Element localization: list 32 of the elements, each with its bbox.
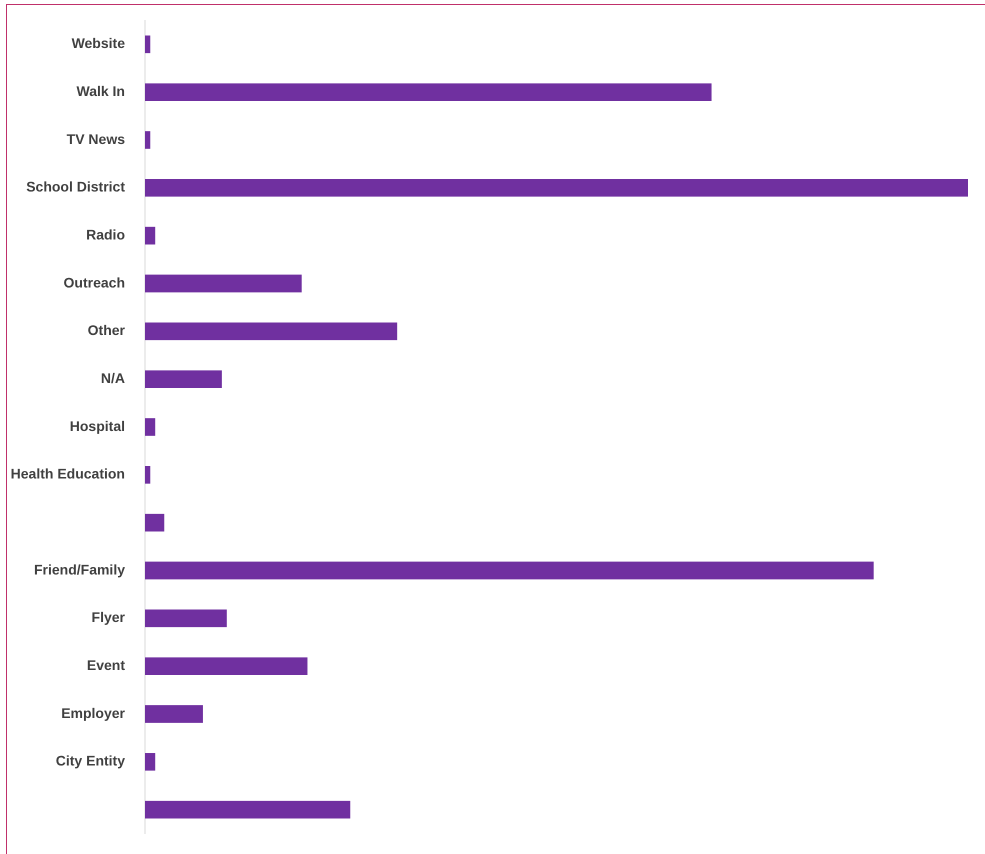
y-tick-label: Hospital: [70, 418, 125, 434]
bar: [145, 274, 302, 292]
bar: [145, 800, 350, 819]
y-tick-label: School District: [26, 178, 126, 195]
y-tick-label: Walk In: [76, 83, 125, 100]
bar: [145, 418, 156, 436]
bar: [145, 657, 308, 676]
bar: [145, 83, 712, 101]
y-tick-label: Friend/Family: [34, 561, 126, 578]
y-tick-label: Event: [86, 657, 126, 674]
bar: [145, 370, 222, 388]
y-tick-label: N/A: [100, 370, 125, 386]
y-tick-label: Flyer: [92, 609, 126, 626]
y-tick-label: Outreach: [64, 274, 125, 290]
bar: [145, 514, 164, 532]
bar: [145, 466, 150, 484]
bar: [145, 35, 150, 54]
y-tick-label: Employer: [61, 704, 126, 721]
y-tick-label: Other: [88, 322, 126, 338]
bar: [145, 322, 398, 340]
y-tick-label: City Entity: [56, 752, 126, 769]
y-tick-label: Health Education: [10, 466, 125, 482]
bar: [145, 753, 156, 771]
y-tick-label: Radio: [86, 226, 125, 243]
bar: [145, 562, 874, 580]
y-tick-label: TV News: [66, 130, 126, 147]
bar: [145, 226, 156, 244]
y-tick-label: Website: [72, 35, 126, 52]
bar: [145, 178, 968, 197]
bar: [145, 131, 150, 149]
bar: [145, 705, 203, 723]
bar: [145, 610, 227, 628]
